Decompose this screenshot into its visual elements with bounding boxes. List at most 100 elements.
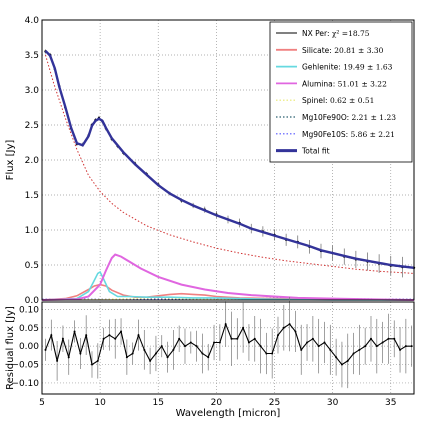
- residual-point: [201, 352, 204, 355]
- residual-point: [160, 345, 163, 348]
- residual-point: [399, 348, 402, 351]
- residual-point: [166, 356, 169, 359]
- residual-point: [44, 348, 47, 351]
- residual-point: [183, 345, 186, 348]
- residual-point: [230, 337, 233, 340]
- residual-point: [329, 348, 332, 351]
- residual-point: [300, 348, 303, 351]
- residual-point: [79, 352, 82, 355]
- legend-series-name: Spinel:: [302, 96, 330, 105]
- residual-point: [236, 337, 239, 340]
- legend-label: Gehlenite: 19.49 ± 1.63: [302, 63, 393, 72]
- residual-point: [108, 334, 111, 337]
- residual-y-ticks: −0.10 −0.05 0.00 0.05 0.10: [11, 305, 39, 389]
- residual-point: [149, 359, 152, 362]
- series-alumina: [41, 253, 415, 301]
- residual-point: [410, 345, 413, 348]
- legend-box: [269, 21, 413, 163]
- residual-point: [288, 323, 291, 326]
- residual-point: [259, 345, 262, 348]
- series-spinel: [41, 297, 414, 301]
- x-tick-label: 20: [211, 398, 223, 408]
- residual-panel: −0.10 −0.05 0.00 0.05 0.10 5 10 15 20 25 30 35 Wav…: [5, 296, 415, 419]
- residual-point: [306, 341, 309, 344]
- legend-value: χ² =18.75: [332, 29, 370, 38]
- flux-y-axis-label: Flux [Jy]: [5, 140, 16, 181]
- residual-point: [96, 359, 99, 362]
- legend: NX Per: χ² =18.75 Silicate: 20.81 ± 3.30 G…: [269, 21, 413, 163]
- residual-point: [271, 352, 274, 355]
- flux-y-tick-label: 2.0: [25, 156, 40, 166]
- legend-value: 5.86 ± 2.21: [351, 130, 395, 139]
- residual-series: [44, 296, 413, 389]
- residual-point: [311, 337, 314, 340]
- legend-label: Mg10Fe90O: 2.21 ± 1.23: [302, 113, 396, 122]
- residual-y-tick-label: −0.05: [11, 361, 39, 371]
- flux-y-tick-label: 4.0: [25, 16, 40, 26]
- flux-y-tick-label: 3.5: [25, 51, 39, 61]
- residual-point: [358, 348, 361, 351]
- residual-point: [85, 334, 88, 337]
- residual-y-tick-label: 0.00: [19, 342, 39, 352]
- residual-point: [114, 337, 117, 340]
- residual-point: [294, 330, 297, 333]
- residual-y-tick-label: 0.10: [19, 305, 39, 315]
- residual-line: [44, 322, 412, 366]
- legend-series-name: Mg10Fe90O:: [302, 113, 352, 122]
- legend-label: Spinel: 0.62 ± 0.51: [302, 96, 374, 105]
- flux-y-ticks: 0.0 0.5 1.0 1.5 2.0 2.5 3.0 3.5 4.0: [25, 16, 40, 306]
- flux-panel: 0.0 0.5 1.0 1.5 2.0 2.5 3.0 3.5 4.0 Flux [Jy] NX…: [5, 16, 416, 306]
- residual-point: [178, 337, 181, 340]
- legend-value: 51.01 ± 3.22: [338, 79, 387, 88]
- x-tick-label: 15: [153, 398, 164, 408]
- x-tick-label: 35: [385, 398, 396, 408]
- residual-point: [102, 337, 105, 340]
- flux-y-tick-label: 0.0: [25, 296, 40, 306]
- residual-y-axis-label: Residual flux [Jy]: [5, 306, 16, 390]
- residual-point: [317, 345, 320, 348]
- legend-label: NX Per: χ² =18.75: [302, 29, 370, 38]
- residual-y-tick-label: −0.10: [11, 379, 39, 389]
- residual-point: [56, 359, 59, 362]
- residual-point: [393, 337, 396, 340]
- residual-point: [218, 341, 221, 344]
- series-continuum: [45, 54, 415, 274]
- residual-point: [172, 348, 175, 351]
- residual-point: [224, 323, 227, 326]
- residual-point: [364, 345, 367, 348]
- residual-grid: [42, 302, 414, 394]
- x-tick-label: 5: [39, 398, 45, 408]
- residual-point: [404, 345, 407, 348]
- residual-point: [125, 356, 128, 359]
- residual-point: [61, 337, 64, 340]
- residual-point: [369, 337, 372, 340]
- legend-series-name: Total fit: [301, 147, 330, 156]
- x-tick-label: 30: [327, 398, 339, 408]
- x-axis-label: Wavelength [micron]: [176, 408, 281, 419]
- residual-point: [67, 356, 70, 359]
- legend-series-name: Silicate:: [302, 46, 334, 55]
- residual-point: [265, 352, 268, 355]
- legend-series-name: NX Per:: [302, 29, 332, 38]
- residual-point: [381, 341, 384, 344]
- residual-point: [131, 352, 134, 355]
- residual-point: [387, 337, 390, 340]
- residual-plot-area: [42, 302, 414, 394]
- legend-series-name: Gehlenite:: [302, 63, 343, 72]
- flux-y-tick-label: 1.5: [25, 191, 39, 201]
- residual-point: [352, 352, 355, 355]
- residual-y-tick-label: 0.05: [19, 324, 39, 334]
- residual-point: [323, 341, 326, 344]
- residual-frame: [41, 301, 415, 395]
- legend-value: 19.49 ± 1.63: [343, 63, 392, 72]
- legend-value: 20.81 ± 3.30: [334, 46, 383, 55]
- series-total-fit: [44, 49, 415, 269]
- residual-point: [73, 330, 76, 333]
- residual-point: [253, 337, 256, 340]
- legend-items: NX Per: χ² =18.75 Silicate: 20.81 ± 3.30 G…: [276, 29, 396, 156]
- x-tick-label: 10: [94, 398, 106, 408]
- flux-y-tick-label: 3.0: [25, 86, 40, 96]
- residual-point: [50, 334, 53, 337]
- residual-point: [213, 341, 216, 344]
